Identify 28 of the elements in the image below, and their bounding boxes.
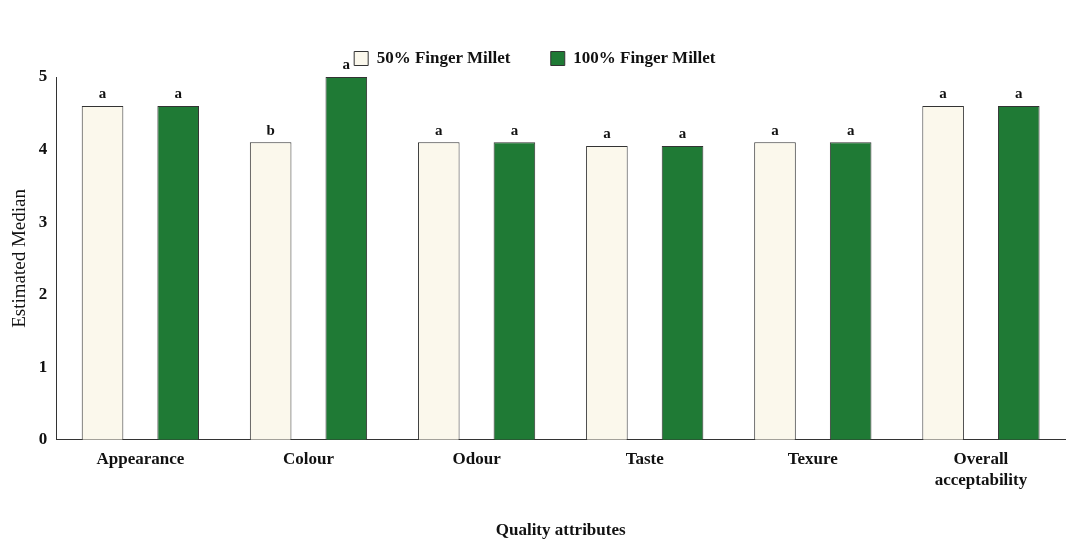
y-tick-label: 0 <box>38 429 48 449</box>
legend-label: 100% Finger Millet <box>573 47 716 67</box>
x-tick-label: Texure <box>787 449 839 469</box>
data-label: a <box>98 85 107 102</box>
y-tick-label: 1 <box>38 356 48 376</box>
legend-label: 50% Finger Millet <box>376 47 511 67</box>
y-tick-label: 3 <box>38 211 48 231</box>
data-label: a <box>771 121 780 138</box>
data-label: a <box>510 121 519 138</box>
data-label: a <box>342 56 351 73</box>
data-label: a <box>603 125 612 142</box>
data-label: a <box>1015 85 1024 102</box>
data-label: b <box>266 121 275 138</box>
x-tick-label: Odour <box>452 449 502 469</box>
x-axis-title: Quality attributes <box>495 520 626 540</box>
data-label: a <box>435 121 444 138</box>
x-tick-label: Overall acceptability <box>934 449 1028 489</box>
data-label: a <box>939 85 948 102</box>
y-tick-label: 4 <box>38 138 48 158</box>
y-tick-label: 2 <box>38 284 48 304</box>
data-label: a <box>678 125 687 142</box>
data-label: a <box>846 121 855 138</box>
x-tick-label: Taste <box>625 449 665 469</box>
x-tick-label: Appearance <box>96 449 185 469</box>
y-tick-label: 5 <box>38 66 48 86</box>
y-axis-title: Estimated Median <box>8 188 30 328</box>
x-tick-label: Colour <box>282 449 335 469</box>
data-label: a <box>174 85 183 102</box>
